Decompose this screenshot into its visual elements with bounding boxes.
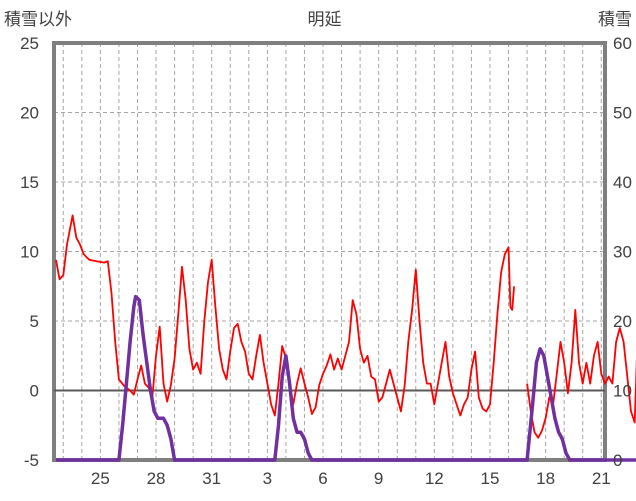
x-tick-label: 25 [91,469,110,488]
grid-lines [54,43,605,460]
x-tick-label: 3 [263,469,272,488]
right-tick-label: 0 [613,451,622,470]
left-tick-label: 25 [20,34,39,53]
left-tick-label: 10 [20,243,39,262]
left-axis-label: 積雪以外 [4,10,72,29]
chart-title: 明延 [308,10,342,29]
right-tick-label: 30 [613,243,632,262]
x-tick-label: 9 [374,469,383,488]
left-tick-label: 5 [30,312,39,331]
right-tick-label: 60 [613,34,632,53]
x-tick-label: 6 [318,469,327,488]
x-tick-label: 15 [481,469,500,488]
left-axis-ticks: -5 0 5 10 15 20 25 [20,34,39,470]
left-tick-label: 15 [20,173,39,192]
right-axis-ticks: 0 10 20 30 40 50 60 [613,34,632,470]
snow-depth-line-2 [55,294,636,462]
temperature-line-0 [55,214,515,417]
x-tick-label: 18 [536,469,555,488]
right-tick-label: 40 [613,173,632,192]
x-axis-ticks: 25 28 31 3 6 9 12 15 18 21 [91,469,611,488]
right-tick-label: 10 [613,382,632,401]
temperature-line-1 [526,308,636,439]
left-tick-label: 0 [30,382,39,401]
right-tick-label: 20 [613,312,632,331]
left-tick-label: -5 [24,451,39,470]
series-layer [55,214,636,462]
right-axis-label: 積雪 [598,10,632,29]
right-tick-label: 50 [613,104,632,123]
x-tick-label: 21 [592,469,611,488]
x-tick-label: 31 [202,469,221,488]
left-tick-label: 20 [20,104,39,123]
x-tick-label: 28 [147,469,166,488]
x-tick-label: 12 [425,469,444,488]
